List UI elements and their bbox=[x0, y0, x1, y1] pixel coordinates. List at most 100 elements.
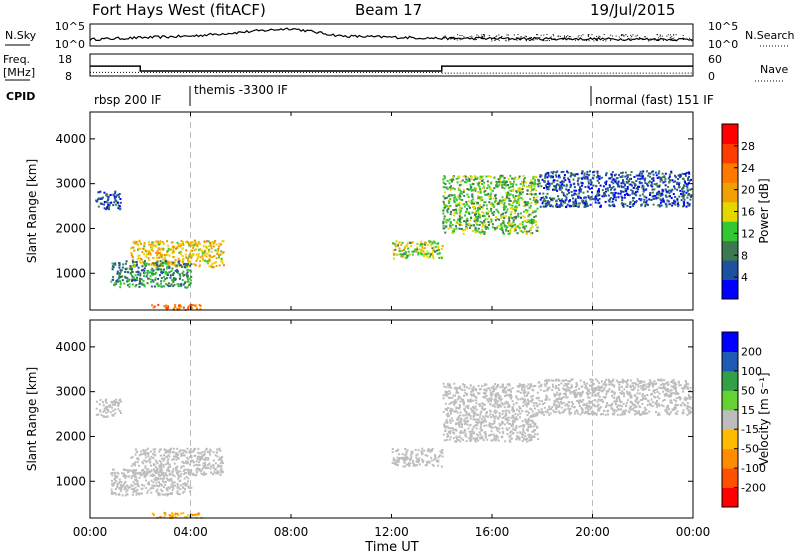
echo-cell bbox=[163, 305, 166, 308]
noise-search-point bbox=[587, 35, 589, 37]
echo-cell bbox=[624, 183, 626, 186]
echo-cell bbox=[635, 180, 638, 182]
echo-cell bbox=[527, 412, 530, 414]
echo-cell bbox=[650, 398, 653, 401]
echo-cell bbox=[113, 401, 116, 404]
echo-cell bbox=[509, 229, 512, 231]
echo-cell bbox=[171, 246, 174, 249]
echo-cell bbox=[617, 196, 620, 199]
echo-cell bbox=[158, 450, 161, 453]
echo-cell bbox=[483, 418, 486, 421]
echo-cell bbox=[464, 432, 467, 435]
echo-cell bbox=[505, 191, 508, 194]
echo-cell bbox=[161, 264, 164, 267]
echo-cell bbox=[515, 396, 518, 399]
echo-cell bbox=[534, 202, 537, 205]
noise-search-point bbox=[630, 37, 632, 39]
echo-cell bbox=[466, 416, 469, 419]
echo-cell bbox=[498, 424, 501, 427]
echo-cell bbox=[395, 460, 398, 463]
echo-cell bbox=[669, 401, 672, 404]
echo-cell bbox=[131, 271, 134, 273]
echo-cell bbox=[167, 454, 170, 457]
echo-cell bbox=[169, 473, 172, 476]
echo-cell bbox=[442, 227, 445, 230]
echo-cell bbox=[684, 380, 687, 382]
echo-cell bbox=[627, 174, 629, 177]
echo-cell bbox=[599, 184, 602, 187]
echo-cell bbox=[479, 436, 482, 439]
echo-cell bbox=[459, 432, 462, 434]
echo-cell bbox=[469, 398, 472, 401]
echo-cell bbox=[553, 185, 556, 188]
echo-cell bbox=[533, 404, 536, 407]
echo-cell bbox=[622, 202, 625, 205]
echo-cell bbox=[494, 199, 497, 202]
echo-cell bbox=[524, 181, 527, 184]
echo-cell bbox=[394, 242, 397, 245]
echo-cell bbox=[455, 429, 458, 432]
echo-cell bbox=[514, 197, 517, 200]
echo-cell bbox=[177, 245, 180, 248]
noise-search-point bbox=[559, 35, 561, 37]
echo-cell bbox=[483, 181, 485, 184]
echo-cell bbox=[572, 197, 574, 200]
echo-cell bbox=[484, 226, 487, 229]
echo-cell bbox=[177, 283, 180, 286]
echo-cell bbox=[209, 453, 212, 456]
echo-cell bbox=[661, 172, 664, 175]
echo-cell bbox=[514, 195, 517, 198]
echo-cell bbox=[508, 219, 511, 222]
echo-cell bbox=[534, 424, 537, 427]
noise-search-point bbox=[660, 34, 662, 36]
echo-cell bbox=[440, 248, 443, 250]
echo-cell bbox=[119, 280, 121, 282]
echo-cell bbox=[398, 249, 401, 252]
echo-cell bbox=[470, 178, 473, 181]
echo-cell bbox=[147, 257, 150, 259]
echo-cell bbox=[542, 205, 545, 208]
noise-search-point bbox=[648, 38, 650, 40]
echo-cell bbox=[135, 277, 138, 280]
echo-cell bbox=[539, 388, 542, 391]
echo-cell bbox=[513, 227, 516, 230]
echo-cell bbox=[564, 382, 567, 385]
echo-cell bbox=[411, 461, 414, 464]
echo-cell bbox=[631, 181, 634, 184]
echo-cell bbox=[569, 387, 572, 389]
echo-cell bbox=[189, 264, 192, 267]
echo-cell bbox=[147, 447, 149, 450]
echo-cell bbox=[458, 387, 461, 390]
echo-cell bbox=[619, 190, 622, 193]
echo-cell bbox=[638, 197, 641, 200]
echo-cell bbox=[110, 280, 113, 283]
echo-cell bbox=[495, 395, 497, 398]
echo-cell bbox=[190, 450, 193, 453]
echo-cell bbox=[554, 174, 557, 177]
echo-cell bbox=[523, 425, 525, 428]
echo-cell bbox=[590, 381, 593, 384]
echo-cell bbox=[459, 209, 462, 212]
echo-cell bbox=[659, 201, 662, 204]
echo-cell bbox=[496, 403, 499, 406]
echo-cell bbox=[441, 455, 444, 458]
echo-cell bbox=[396, 459, 399, 462]
echo-cell bbox=[522, 384, 525, 387]
echo-cell bbox=[173, 481, 176, 484]
echo-cell bbox=[453, 200, 456, 203]
echo-cell bbox=[185, 468, 188, 471]
echo-cell bbox=[164, 260, 167, 263]
echo-cell bbox=[199, 452, 202, 455]
echo-cell bbox=[629, 202, 631, 205]
echo-cell bbox=[429, 240, 432, 243]
echo-cell bbox=[569, 186, 572, 189]
noise-search-point bbox=[633, 38, 635, 40]
noise-search-point bbox=[686, 38, 688, 40]
noise-search-point bbox=[508, 38, 510, 40]
echo-cell bbox=[581, 199, 584, 202]
echo-cell bbox=[621, 413, 624, 416]
echo-cell bbox=[470, 434, 473, 436]
echo-cell bbox=[106, 195, 109, 198]
echo-cell bbox=[449, 419, 451, 422]
echo-cell bbox=[152, 269, 155, 272]
